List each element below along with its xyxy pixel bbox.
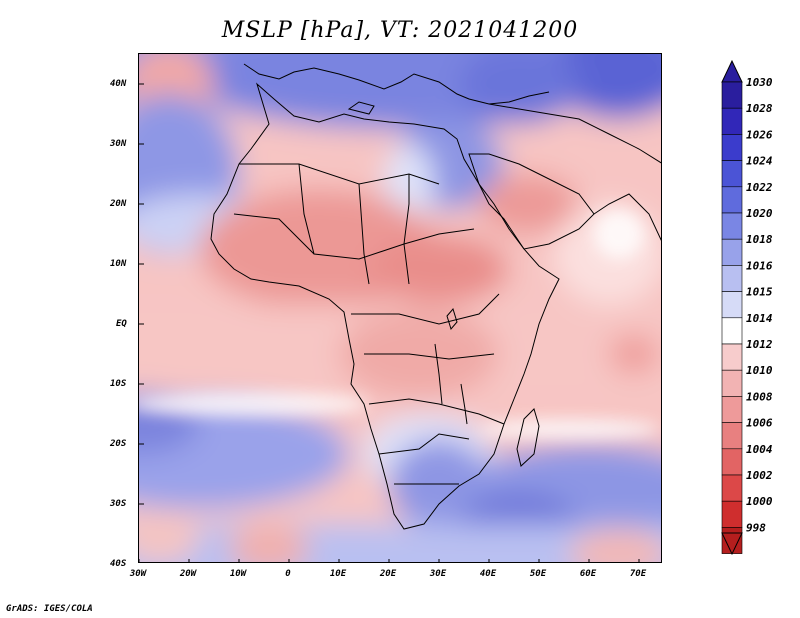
lon-label: 30W (129, 569, 148, 579)
lon-label: 10E (330, 569, 347, 579)
colorbar-label: 1026 (746, 128, 773, 141)
lon-label: 40E (480, 569, 497, 579)
colorbar-label: 1014 (746, 312, 773, 325)
colorbar-label: 1002 (746, 469, 773, 482)
lat-label: 10S (110, 379, 127, 389)
colorbar-label: 1016 (746, 259, 773, 272)
lat-axis-labels: 40N 30N 20N 10N EQ 10S 20S 30S 40S (109, 79, 127, 569)
colorbar-box (721, 448, 743, 476)
colorbar-label: 1006 (746, 417, 773, 430)
colorbar-label: 1012 (746, 338, 773, 351)
lon-label: 20W (179, 569, 198, 579)
lon-axis-labels: 30W 20W 10W 0 10E 20E 30E 40E 50E 60E 70… (129, 569, 647, 579)
colorbar-box (721, 265, 743, 292)
colorbar-label: 1004 (746, 443, 773, 456)
map-canvas (139, 54, 661, 562)
pressure-band-highlights (139, 209, 659, 439)
lon-label: 60E (580, 569, 597, 579)
colorbar-top-arrow (721, 59, 743, 83)
colorbar-box (721, 186, 743, 214)
colorbar: 1030 1028 1026 1024 1022 1020 1018 1016 1015 1014… (721, 59, 773, 556)
lat-label: 20S (109, 439, 127, 449)
colorbar-box (721, 238, 743, 266)
colorbar-box (721, 107, 743, 135)
lat-label: 10N (110, 259, 127, 269)
colorbar-label: 1008 (746, 390, 773, 403)
colorbar-box (721, 369, 743, 397)
colorbar-box (721, 500, 743, 528)
coastlines (210, 63, 661, 530)
lat-label: 40S (110, 559, 127, 569)
colorbar-label: 1018 (746, 233, 773, 246)
colorbar-labels: 1030 1028 1026 1024 1022 1020 1018 1016 1015 1014… (746, 76, 773, 534)
longitude-ticks (139, 559, 640, 562)
lat-label: EQ (116, 319, 127, 329)
colorbar-box (721, 212, 743, 240)
lon-label: 30E (429, 569, 447, 579)
lat-label: 20N (109, 199, 127, 209)
colorbar-box (721, 343, 743, 371)
lon-label: 0 (285, 569, 291, 579)
map-title: MSLP [hPa], VT: 2021041200 (221, 18, 579, 43)
lon-label: 20E (379, 569, 397, 579)
colorbar-box (721, 474, 743, 502)
colorbar-label: 1030 (746, 76, 773, 89)
colorbar-box (721, 422, 743, 450)
lat-label: 30S (109, 499, 127, 509)
colorbar-box (721, 317, 743, 345)
lon-label: 50E (530, 569, 547, 579)
colorbar-box (721, 134, 743, 161)
colorbar-boxes (721, 81, 743, 554)
colorbar-label: 1028 (746, 102, 773, 115)
colorbar-label: 1000 (746, 495, 773, 508)
colorbar-label: 1020 (746, 207, 773, 220)
colorbar-box (721, 160, 743, 188)
colorbar-label: 1015 (746, 286, 773, 299)
colorbar-box (721, 81, 743, 109)
lat-label: 40N (110, 79, 127, 89)
lat-label: 30N (109, 139, 127, 149)
colorbar-box (721, 396, 743, 423)
lon-label: 70E (630, 569, 647, 579)
mslp-map (138, 53, 662, 563)
latitude-ticks (139, 83, 144, 505)
grads-credit: GrADS: IGES/COLA (6, 604, 93, 614)
colorbar-label: 1010 (746, 364, 773, 377)
pressure-field (139, 54, 661, 562)
colorbar-label: 1024 (746, 155, 773, 168)
colorbar-label: 998 (746, 521, 766, 534)
colorbar-bottom-arrow (721, 532, 743, 556)
colorbar-label: 1022 (746, 181, 773, 194)
lon-label: 10W (230, 569, 248, 579)
colorbar-box (721, 291, 743, 319)
